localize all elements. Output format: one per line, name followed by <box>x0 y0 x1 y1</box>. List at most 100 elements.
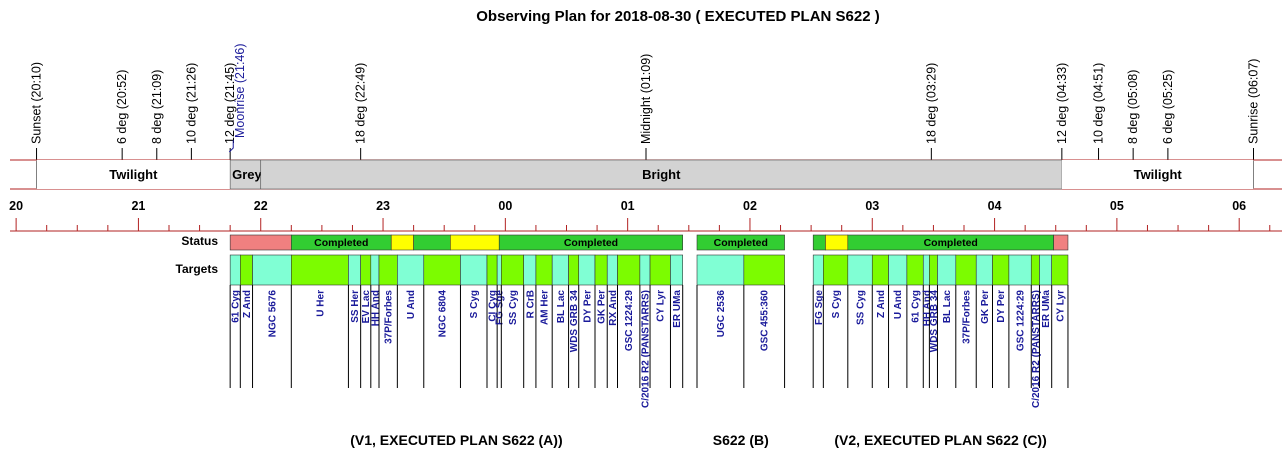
sky-band-label: Twilight <box>1134 167 1183 182</box>
event-label: 18 deg (03:29) <box>924 63 938 144</box>
target-name: FG Sge <box>495 290 506 325</box>
target-name: Z And <box>242 290 253 318</box>
axis-tick-label: 05 <box>1110 199 1124 213</box>
target-name: C/2016 R2 (PANSTARRS) <box>1031 290 1042 408</box>
target-name: FG Sge <box>814 290 825 325</box>
target-block <box>523 254 537 286</box>
target-name: WDS GRB 34 <box>929 290 940 353</box>
axis-tick-label: 06 <box>1232 199 1246 213</box>
event-label: 18 deg (22:49) <box>354 63 368 144</box>
target-name: Z And <box>876 290 887 318</box>
sky-bands: Twilight Grey Bright Twilight <box>10 159 1282 190</box>
target-name: CI Cyg <box>488 290 499 322</box>
target-name: GSC 455:360 <box>760 290 771 352</box>
target-block <box>252 254 292 286</box>
target-block <box>496 254 502 286</box>
target-name: CY Lyr <box>656 290 667 322</box>
axis-tick-label: 20 <box>9 199 23 213</box>
target-name: SS Cyg <box>856 290 867 325</box>
status-segment <box>812 234 826 251</box>
target-block <box>1030 254 1040 286</box>
axis-tick-label: 22 <box>254 199 268 213</box>
chart-title: Observing Plan for 2018-08-30 ( EXECUTED… <box>476 8 879 25</box>
target-block <box>975 254 993 286</box>
target-block <box>1008 254 1032 286</box>
axis-tick-label: 04 <box>988 199 1002 213</box>
target-name: ER UMa <box>1041 290 1052 328</box>
status-segment <box>1053 234 1069 251</box>
target-name: ER UMa <box>672 290 683 328</box>
target-name: 61 Cyg <box>911 290 922 323</box>
status-row-label: Status <box>181 234 218 248</box>
status-segment <box>498 234 683 251</box>
target-block <box>397 254 425 286</box>
sky-band <box>1061 160 1254 189</box>
axis-tick-label: 21 <box>131 199 145 213</box>
sky-band-label: Bright <box>642 167 681 182</box>
status-segment <box>696 234 785 251</box>
target-name: NGC 5676 <box>267 290 278 338</box>
plan-label: (V2, EXECUTED PLAN S622 (C)) <box>834 432 1046 448</box>
target-block <box>1051 254 1069 286</box>
target-block <box>743 254 785 286</box>
target-name: C/2016 R2 (PANSTARRS) <box>640 290 651 408</box>
event-label: Sunset (20:10) <box>30 62 44 144</box>
target-name: AM Her <box>540 290 551 325</box>
plan-labels: (V1, EXECUTED PLAN S622 (A)) S622 (B) (V2,… <box>350 432 1047 448</box>
target-name: SS Cyg <box>508 290 519 325</box>
status-segment <box>450 234 500 251</box>
target-name: HH And <box>370 290 381 326</box>
moonrise-marker <box>228 140 234 153</box>
sky-band <box>260 159 1063 190</box>
status-row: Completed Completed Completed Completed <box>229 234 1069 251</box>
status-segment <box>229 234 292 251</box>
target-block <box>937 254 957 286</box>
target-name: 37P/Forbes <box>384 290 395 344</box>
time-axis: 20 21 22 23 00 01 02 03 04 05 06 <box>9 199 1282 232</box>
target-name: EV Lac <box>361 290 372 324</box>
target-block <box>578 254 596 286</box>
target-name: GK Per <box>980 290 991 324</box>
target-block <box>460 254 488 286</box>
status-segment-label: Completed <box>924 237 978 249</box>
target-block <box>639 254 651 286</box>
target-name: U Her <box>315 290 326 317</box>
target-name: CY Lyr <box>1055 290 1066 322</box>
target-name: WDS GRB 34 <box>569 290 580 353</box>
target-name: DY Per <box>582 290 593 323</box>
axis-tick-label: 02 <box>743 199 757 213</box>
target-name: GSC 1224:29 <box>1016 290 1027 352</box>
target-block <box>847 254 873 286</box>
target-name: U And <box>893 290 904 319</box>
target-block <box>906 254 924 286</box>
event-label: 8 deg (05:08) <box>1126 70 1140 144</box>
target-block <box>696 254 745 286</box>
target-block <box>229 254 241 286</box>
target-block <box>992 254 1010 286</box>
target-name: DY Per <box>996 290 1007 323</box>
target-block <box>568 254 580 286</box>
axis-tick-label: 01 <box>621 199 635 213</box>
target-name: S Cyg <box>469 290 480 318</box>
target-block <box>360 254 372 286</box>
event-label: Sunrise (06:07) <box>1247 59 1261 144</box>
target-name: S Cyg <box>831 290 842 318</box>
target-block <box>922 254 930 286</box>
sky-band-label: Grey <box>232 167 262 182</box>
event-label: 6 deg (05:25) <box>1161 70 1175 144</box>
target-block <box>955 254 977 286</box>
target-block <box>670 254 683 286</box>
target-block <box>606 254 618 286</box>
target-block <box>929 254 938 286</box>
event-label: 12 deg (04:33) <box>1055 63 1069 144</box>
target-block <box>378 254 398 286</box>
event-label: 12 deg (21:45) <box>223 63 237 144</box>
target-name: HH And <box>922 290 933 326</box>
target-block <box>501 254 524 286</box>
status-segment <box>825 234 849 251</box>
target-block <box>291 254 349 286</box>
target-block <box>812 254 824 286</box>
target-name: GK Per <box>597 290 608 324</box>
targets-row-label: Targets <box>176 262 219 276</box>
target-name: SS Her <box>350 290 361 323</box>
